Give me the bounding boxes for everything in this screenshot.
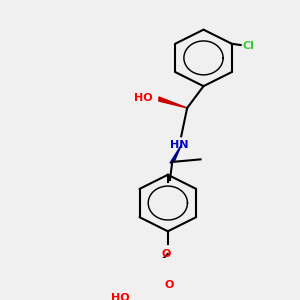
Polygon shape [170,145,181,163]
Text: O: O [162,249,171,259]
Text: HO: HO [111,292,130,300]
Text: HN: HN [170,140,189,150]
Text: HO: HO [134,93,153,103]
Text: Cl: Cl [242,41,254,51]
Polygon shape [159,97,187,108]
Text: O: O [164,280,174,290]
